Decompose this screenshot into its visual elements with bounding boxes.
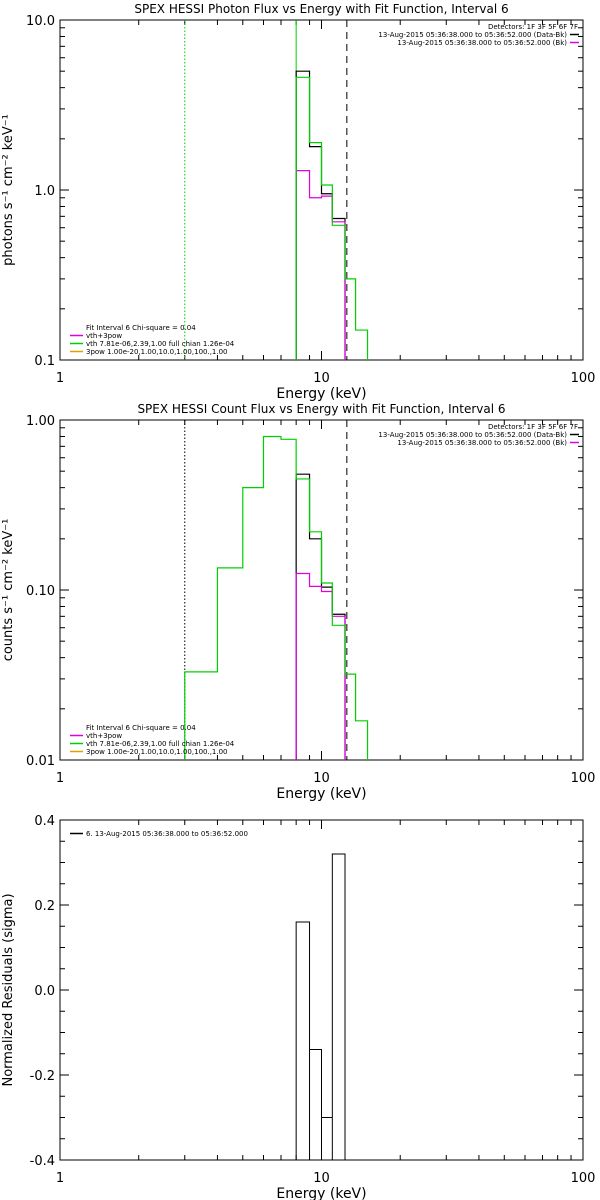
legend-entry: 3pow 1.00e-20,1.00,10.0,1.00,100.,1.00 bbox=[86, 748, 228, 756]
x-tick-label: 10 bbox=[313, 1171, 330, 1186]
info-line: 13-Aug-2015 05:36:38.000 to 05:36:52.000… bbox=[378, 431, 567, 439]
legend-entry: 3pow 1.00e-20,1.00,10.0,1.00,100.,1.00 bbox=[86, 348, 228, 356]
residuals-panel: 1 10 100 -0.4 -0.2 0.0 0.2 0.4 Energy (keV) Norma… bbox=[1, 814, 595, 1200]
info-line: 13-Aug-2015 05:36:38.000 to 05:36:52.000… bbox=[378, 31, 567, 39]
y-tick-label: 0.1 bbox=[34, 354, 55, 369]
x-tick-label: 1 bbox=[56, 771, 64, 786]
y-tick-label: 0.01 bbox=[26, 754, 55, 769]
legend-entry: 6. 13-Aug-2015 05:36:38.000 to 05:36:52.… bbox=[86, 830, 248, 838]
x-axis-label: Energy (keV) bbox=[276, 786, 366, 802]
x-tick-label: 100 bbox=[571, 371, 596, 386]
legend-entry: Fit Interval 6 Chi-square = 0.04 bbox=[86, 724, 196, 732]
y-tick-label: 0.4 bbox=[34, 814, 55, 829]
y-tick-label: 1.0 bbox=[34, 184, 55, 199]
legend-entry: vth 7.81e-06,2.39,1.00 full chian 1.26e-… bbox=[86, 740, 235, 748]
series-2 bbox=[295, 76, 369, 360]
photon-flux-panel: SPEX HESSI Photon Flux vs Energy with Fi… bbox=[1, 2, 595, 402]
x-tick-label: 1 bbox=[56, 1171, 64, 1186]
series-1 bbox=[295, 170, 346, 360]
legend-entry: vth 7.81e-06,2.39,1.00 full chian 1.26e-… bbox=[86, 340, 235, 348]
legend-entry: vth+3pow bbox=[86, 732, 122, 740]
series-step-line bbox=[295, 572, 346, 760]
series-step-line bbox=[295, 70, 346, 360]
legend-entry: vth+3pow bbox=[86, 332, 122, 340]
series-step-line bbox=[295, 473, 346, 760]
x-axis-label: Energy (keV) bbox=[276, 386, 366, 402]
residual-step-line bbox=[295, 853, 346, 1160]
series-2 bbox=[184, 435, 369, 760]
y-axis-label: Normalized Residuals (sigma) bbox=[1, 893, 16, 1086]
series-1 bbox=[295, 572, 346, 760]
info-line: 13-Aug-2015 05:36:38.000 to 05:36:52.000… bbox=[397, 39, 567, 47]
series-step-line bbox=[295, 76, 369, 360]
info-line: 13-Aug-2015 05:36:38.000 to 05:36:52.000… bbox=[397, 439, 567, 447]
x-axis-label: Energy (keV) bbox=[276, 1186, 366, 1200]
info-line: Detectors: 1F 3F 5F 6F 7F bbox=[488, 23, 578, 31]
series-0 bbox=[295, 853, 346, 1160]
y-tick-label: 1.00 bbox=[26, 414, 55, 429]
count-flux-panel: SPEX HESSI Count Flux vs Energy with Fit… bbox=[1, 402, 595, 802]
chart-title: SPEX HESSI Photon Flux vs Energy with Fi… bbox=[134, 2, 508, 16]
series-step-line bbox=[184, 435, 369, 760]
series-0 bbox=[295, 473, 346, 760]
x-tick-label: 10 bbox=[313, 771, 330, 786]
legend-entry: Fit Interval 6 Chi-square = 0.04 bbox=[86, 324, 196, 332]
y-tick-label: 0.10 bbox=[26, 584, 55, 599]
y-tick-label: 10.0 bbox=[26, 14, 55, 29]
y-tick-label: -0.2 bbox=[30, 1069, 55, 1084]
y-axis-label: photons s⁻¹ cm⁻² keV⁻¹ bbox=[1, 114, 16, 266]
series-0 bbox=[295, 70, 346, 360]
y-tick-label: 0.2 bbox=[34, 899, 55, 914]
y-axis-label: counts s⁻¹ cm⁻² keV⁻¹ bbox=[1, 519, 16, 662]
y-tick-label: 0.0 bbox=[34, 984, 55, 999]
y-tick-label: -0.4 bbox=[30, 1154, 55, 1169]
x-tick-label: 1 bbox=[56, 371, 64, 386]
info-line: Detectors: 1F 3F 5F 6F 7F bbox=[488, 423, 578, 431]
series-step-line bbox=[295, 170, 346, 360]
chart-title: SPEX HESSI Count Flux vs Energy with Fit… bbox=[137, 402, 505, 416]
x-tick-label: 100 bbox=[571, 771, 596, 786]
x-tick-label: 100 bbox=[571, 1171, 596, 1186]
x-tick-label: 10 bbox=[313, 371, 330, 386]
